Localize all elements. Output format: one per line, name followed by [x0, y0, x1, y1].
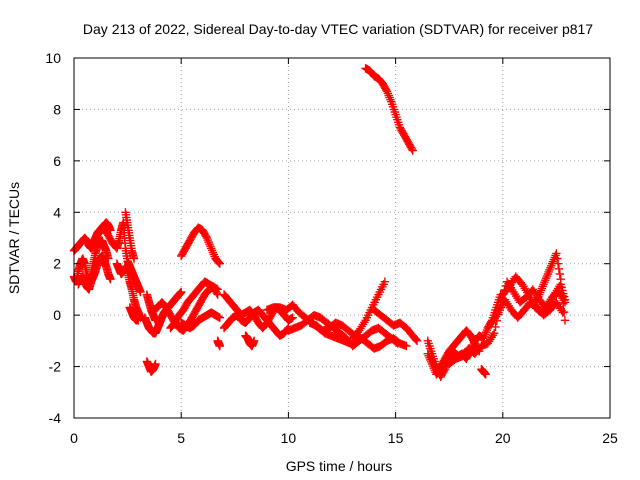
y-tick-label: 0: [53, 307, 61, 323]
plot-frame: [73, 57, 611, 419]
y-tick-label: 8: [53, 101, 61, 117]
x-axis-label: GPS time / hours: [286, 458, 393, 474]
data-point: [215, 313, 224, 322]
data-point: [407, 144, 417, 154]
data-point: [481, 370, 490, 379]
data-point: [177, 287, 186, 297]
data-point: [552, 249, 561, 258]
y-tick-label: -2: [49, 359, 62, 375]
data-point: [214, 258, 224, 267]
data-point: [411, 335, 421, 345]
y-axis-label: SDTVAR / TECUs: [6, 182, 22, 294]
chart-title: Day 213 of 2022, Sidereal Day-to-day VTE…: [83, 21, 593, 37]
data-point: [408, 146, 417, 155]
data-point: [554, 264, 564, 274]
x-tick-label: 0: [70, 430, 78, 446]
data-point: [151, 316, 160, 325]
data-point: [553, 254, 562, 263]
data-point: [490, 328, 499, 338]
data-point: [557, 283, 566, 292]
data-point: [555, 269, 565, 279]
x-tick-label: 20: [495, 430, 511, 446]
data-point: [134, 316, 143, 325]
x-tick-label: 5: [177, 430, 185, 446]
x-tick-label: 10: [281, 430, 297, 446]
data-point: [558, 291, 567, 300]
data-point: [106, 274, 115, 284]
data-point: [129, 254, 139, 263]
data-point: [215, 341, 224, 351]
data-point: [491, 322, 500, 332]
data-point: [560, 316, 570, 325]
x-tick-label: 25: [602, 430, 618, 446]
data-point: [136, 287, 145, 297]
data-point: [380, 277, 390, 286]
tick-labels: 0 5 10 15 20 25 -4 -2 0 2 4 6 8 10: [45, 50, 618, 446]
y-tick-label: 4: [53, 204, 61, 220]
data-markers: [69, 64, 570, 382]
data-point: [559, 307, 569, 317]
data-point: [553, 259, 563, 268]
y-tick-label: 10: [45, 50, 61, 66]
data-point: [212, 288, 221, 298]
data-point: [402, 341, 411, 351]
data-point: [249, 336, 259, 346]
y-tick-label: 6: [53, 153, 61, 169]
data-point: [288, 313, 297, 322]
data-point: [559, 299, 568, 309]
axes: [73, 57, 611, 419]
data-point: [215, 259, 224, 268]
y-tick-label: -4: [49, 410, 62, 426]
data-point: [556, 274, 565, 284]
y-tick-label: 2: [53, 256, 61, 272]
data-point: [412, 336, 422, 346]
x-tick-label: 15: [388, 430, 404, 446]
data-point: [151, 359, 160, 369]
